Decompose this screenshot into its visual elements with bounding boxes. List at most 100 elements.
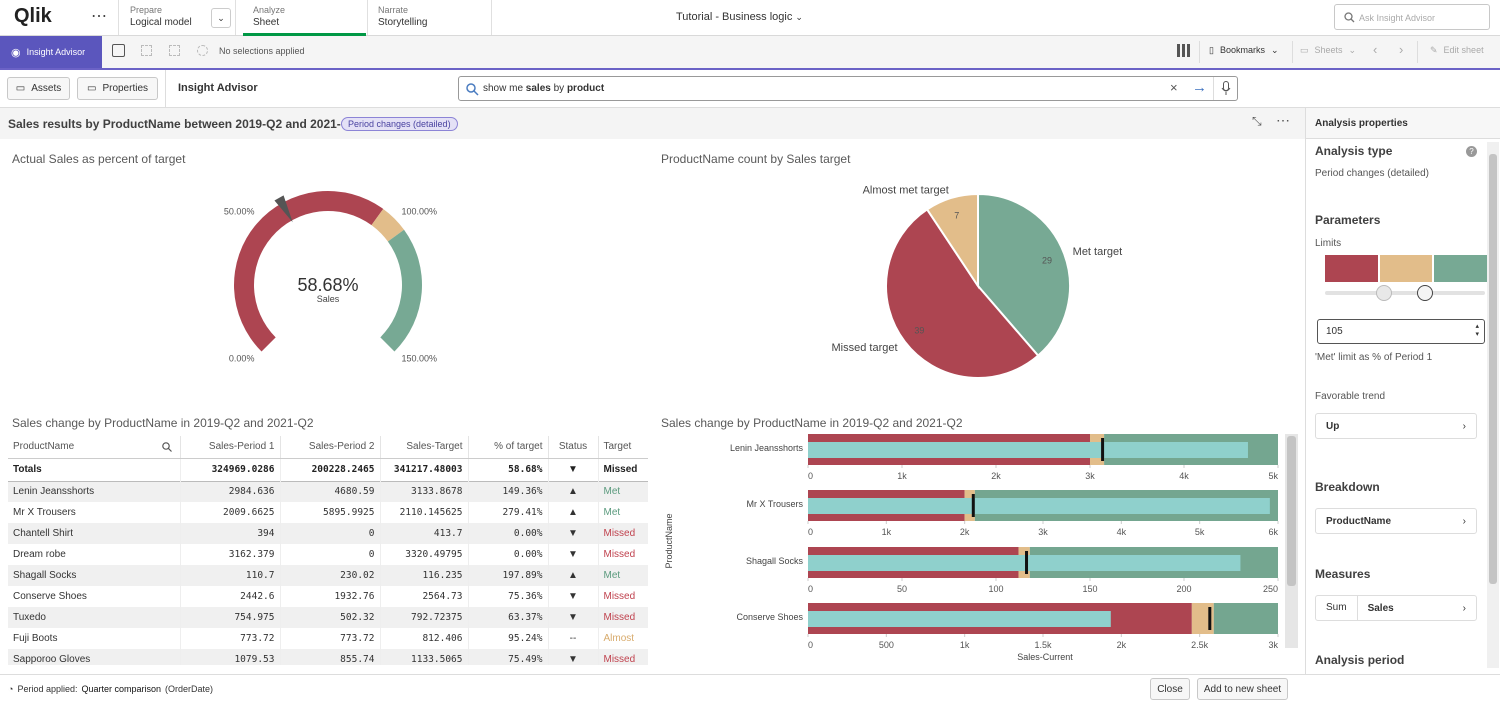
button-label: Sheets <box>1315 45 1343 56</box>
cell: Met <box>598 502 648 523</box>
cell: ▲ <box>548 565 598 586</box>
gauge-tick-label: 100.00% <box>402 206 438 216</box>
x-tick-label: 3k <box>1268 640 1278 650</box>
edit-sheet-button[interactable]: ✎Edit sheet <box>1430 45 1484 56</box>
gauge-band <box>380 230 422 352</box>
panel-title: Analysis properties <box>1315 118 1408 129</box>
button-label: Close <box>1157 684 1183 695</box>
cell: ▼ <box>548 649 598 665</box>
previous-sheet[interactable]: ‹ <box>1373 42 1377 57</box>
x-tick-label: 0 <box>808 584 813 594</box>
x-tick-label: 3k <box>1038 527 1048 537</box>
cell: Missed <box>598 523 648 544</box>
data-row: Sapporoo Gloves1079.53855.741133.506575.… <box>8 649 648 665</box>
cell: ▼ <box>548 544 598 565</box>
column-header: ProductName <box>8 436 180 458</box>
slider-track <box>1325 291 1485 295</box>
slice-category-label: Almost met target <box>863 184 949 196</box>
cell: 1079.53 <box>180 649 280 665</box>
x-tick-label: 150 <box>1082 584 1097 594</box>
header-row: ProductNameSales-Period 1Sales-Period 2S… <box>8 436 648 458</box>
search-placeholder: Ask Insight Advisor <box>1359 13 1435 23</box>
limit-input[interactable]: 105▴▾ <box>1317 319 1485 344</box>
next-sheet[interactable]: › <box>1399 42 1403 57</box>
x-tick-label: 3k <box>1085 471 1095 481</box>
data-row: Chantell Shirt3940413.70.00%▼Missed <box>8 523 648 544</box>
slider-handle[interactable] <box>1376 285 1392 301</box>
x-axis-title: Sales-Current <box>1017 652 1073 662</box>
cell: ▼ <box>548 523 598 544</box>
slider-handle[interactable] <box>1417 285 1433 301</box>
cell: 2110.145625 <box>380 502 468 523</box>
section-title: Parameters <box>1315 213 1380 227</box>
slice-value-label: 29 <box>1042 255 1052 265</box>
search-input[interactable]: Ask Insight Advisor <box>1334 4 1490 30</box>
x-tick-label: 0 <box>808 527 813 537</box>
gauge-label: Sales <box>317 294 340 304</box>
row-label: Sapporoo Gloves <box>8 649 180 665</box>
x-tick-label: 5k <box>1195 527 1205 537</box>
column-header: % of target <box>468 436 548 458</box>
section-title: Breakdown <box>1315 480 1380 494</box>
cell: 855.74 <box>280 649 380 665</box>
category-label: Mr X Trousers <box>746 499 803 509</box>
cell: 502.32 <box>280 607 380 628</box>
cell: 324969.0286 <box>180 458 280 481</box>
cell: ▼ <box>548 458 598 481</box>
limit-color-block <box>1434 255 1487 282</box>
target-marker <box>972 494 975 517</box>
cell: 63.37% <box>468 607 548 628</box>
measure-field: Sales <box>1358 603 1394 614</box>
cell: ▲ <box>548 481 598 502</box>
x-tick-label: 0 <box>808 640 813 650</box>
cell: Missed <box>598 607 648 628</box>
aggregation: Sum <box>1316 596 1358 620</box>
breakdown-item[interactable]: ProductName› <box>1315 508 1477 534</box>
row-label: Shagall Socks <box>8 565 180 586</box>
cell: 413.7 <box>380 523 468 544</box>
gauge-tick-label: 0.00% <box>229 354 255 364</box>
column-search-icon[interactable] <box>162 442 172 452</box>
cell: 0 <box>280 544 380 565</box>
column-header: Target <box>598 436 648 458</box>
cell: 792.72375 <box>380 607 468 628</box>
slice-value-label: 7 <box>954 211 959 221</box>
x-tick-label: 1.5k <box>1034 640 1052 650</box>
x-tick-label: 5k <box>1268 471 1278 481</box>
help-icon[interactable]: ? <box>1466 146 1477 157</box>
gauge-value: 58.68% <box>297 275 358 295</box>
scrollbar[interactable] <box>1487 142 1499 668</box>
cell: Missed <box>598 586 648 607</box>
divider <box>1417 41 1418 63</box>
cell: 3320.49795 <box>380 544 468 565</box>
target-marker <box>1025 551 1028 574</box>
add-to-sheet-button[interactable]: Add to new sheet <box>1197 678 1288 700</box>
x-tick-label: 4k <box>1117 527 1127 537</box>
trend-dropdown[interactable]: Up› <box>1315 413 1477 439</box>
cell: Met <box>598 565 648 586</box>
cell: 394 <box>180 523 280 544</box>
slice-category-label: Met target <box>1073 246 1123 258</box>
cell: 1932.76 <box>280 586 380 607</box>
measure-item[interactable]: SumSales› <box>1315 595 1477 621</box>
data-row: Shagall Socks110.7230.02116.235197.89%▲M… <box>8 565 648 586</box>
cell: 95.24% <box>468 628 548 649</box>
x-tick-label: 500 <box>879 640 894 650</box>
cell: Met <box>598 481 648 502</box>
sheets-button[interactable]: ▭Sheets⌄ <box>1300 45 1356 56</box>
target-marker <box>1208 607 1211 630</box>
totals-row: Totals324969.0286200228.2465341217.48003… <box>8 458 648 481</box>
close-button[interactable]: Close <box>1150 678 1190 700</box>
target-marker <box>1101 438 1104 461</box>
section-title: Analysis type <box>1315 144 1392 158</box>
search-icon <box>1344 12 1355 23</box>
data-row: Conserve Shoes2442.61932.762564.7375.36%… <box>8 586 648 607</box>
category-label: Conserve Shoes <box>736 612 803 622</box>
slice-value-label: 39 <box>914 325 924 335</box>
limit-color-block <box>1380 255 1433 282</box>
column-header: Sales-Period 1 <box>180 436 280 458</box>
bar <box>808 555 1240 571</box>
period-label: Period applied: <box>17 684 77 694</box>
x-tick-label: 2k <box>1117 640 1127 650</box>
dropdown-value: ProductName <box>1326 516 1391 527</box>
